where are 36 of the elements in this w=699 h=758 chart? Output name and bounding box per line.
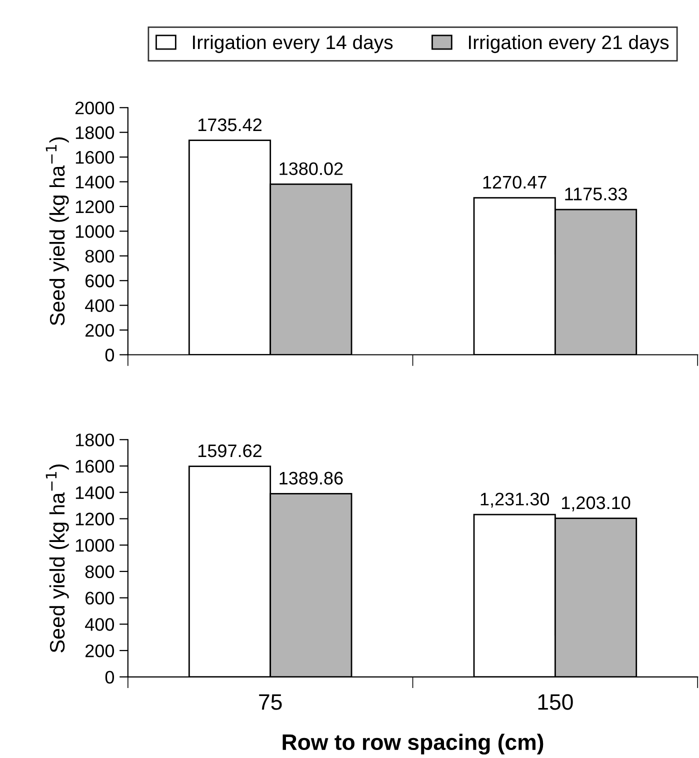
y-axis-title: Seed yield (kg ha$^{−1}$) xyxy=(46,137,69,326)
y-tick-label: 400 xyxy=(85,618,114,631)
y-tick-label: 1000 xyxy=(76,539,114,552)
y-tick-label: 1200 xyxy=(76,200,114,214)
y-tick-label: 600 xyxy=(86,592,114,605)
y-axis-title: Seed yield (kg ha$^{−1}$) xyxy=(46,464,69,652)
y-tick-label: 200 xyxy=(86,644,114,658)
legend-label: Irrigation every 21 days xyxy=(469,34,669,54)
data-label: 1735.42 xyxy=(198,118,262,132)
data-label: 1270.47 xyxy=(483,176,546,189)
data-label: 1389.86 xyxy=(280,472,343,485)
legend-label: Irrigation every 14 days xyxy=(193,34,393,54)
y-tick-label: 200 xyxy=(86,324,114,337)
data-label: 1380.02 xyxy=(280,162,343,176)
y-tick-label: 600 xyxy=(86,274,114,288)
y-tick-label: 1400 xyxy=(76,176,114,188)
y-tick-label: 1600 xyxy=(76,150,114,164)
data-label: 1175.33 xyxy=(565,188,627,200)
y-tick-label: 1000 xyxy=(76,225,114,238)
y-tick-label: 1200 xyxy=(76,512,114,526)
y-tick-label: 0 xyxy=(105,670,114,684)
y-tick-label: 2000 xyxy=(75,102,114,114)
x-tick-label: 150 xyxy=(538,694,573,710)
y-tick-label: 1600 xyxy=(76,460,114,473)
y-tick-label: 1400 xyxy=(76,486,114,500)
y-tick-label: 1800 xyxy=(76,126,114,140)
y-tick-label: 0 xyxy=(105,348,114,362)
y-tick-label: 800 xyxy=(85,565,114,578)
data-label: 1,231.30 xyxy=(480,492,550,508)
x-axis-title: Row to row spacing (cm) xyxy=(282,734,544,755)
x-tick-label: 75 xyxy=(259,694,282,710)
y-tick-label: 400 xyxy=(85,299,114,312)
y-tick-label: 1800 xyxy=(76,434,114,446)
data-label: 1597.62 xyxy=(198,444,262,458)
y-tick-label: 800 xyxy=(85,250,114,263)
data-label: 1,203.10 xyxy=(562,496,630,512)
